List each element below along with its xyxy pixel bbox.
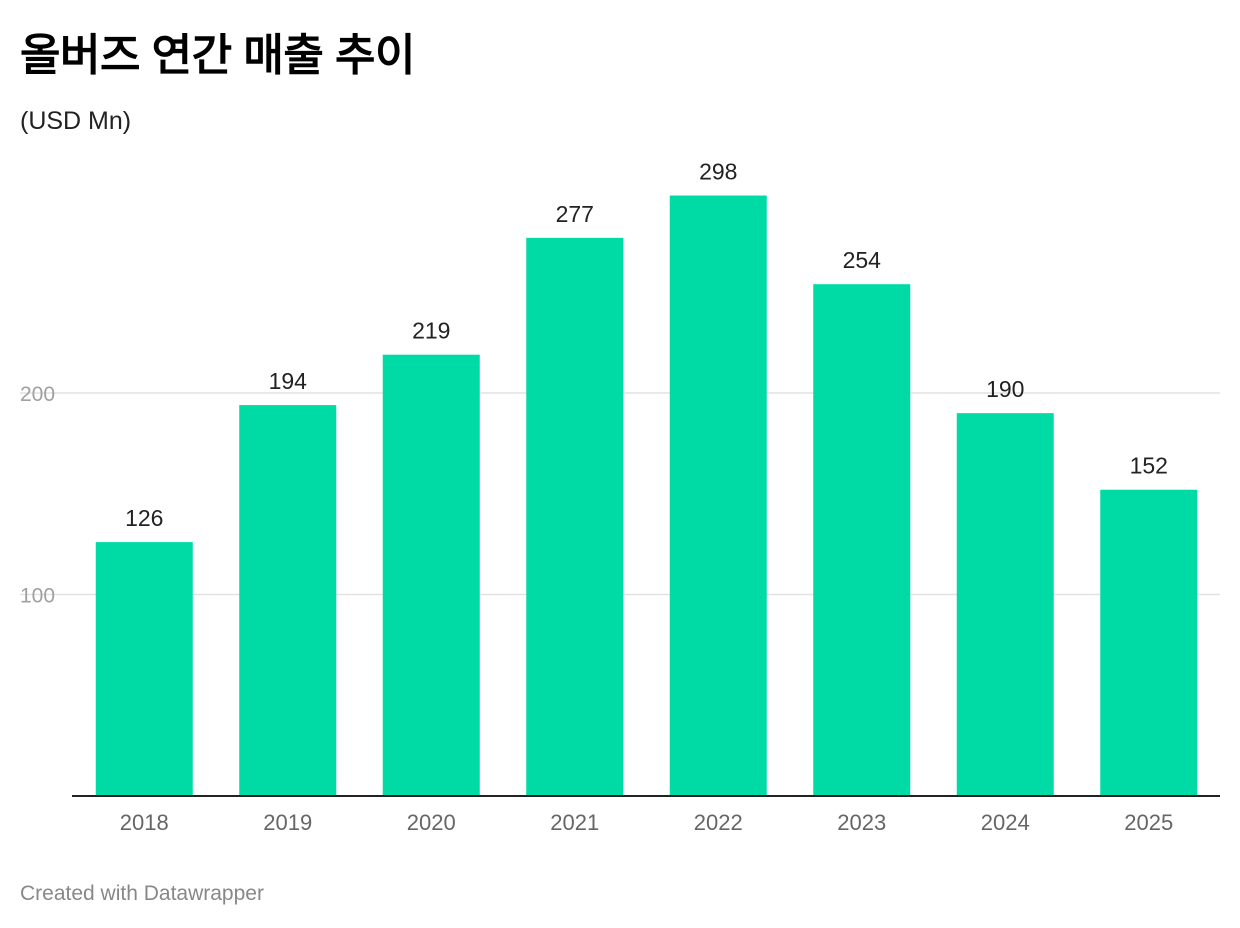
bar-2022 — [669, 195, 767, 796]
x-tick-label-2022: 2022 — [694, 810, 743, 835]
y-tick-label-200: 200 — [20, 383, 55, 406]
footer-credit: Created with Datawrapper — [20, 882, 264, 905]
bar-2023 — [813, 284, 911, 796]
bar-2020 — [382, 354, 480, 796]
bar-2018 — [95, 542, 193, 796]
chart-subtitle: (USD Mn) — [20, 107, 132, 135]
x-tick-label-2020: 2020 — [407, 810, 456, 835]
data-label-2024: 190 — [986, 376, 1024, 402]
bar-2025 — [1100, 489, 1198, 796]
data-label-2025: 152 — [1130, 453, 1168, 479]
x-tick-label-2019: 2019 — [263, 810, 312, 835]
data-label-2023: 254 — [843, 247, 882, 273]
bars — [95, 195, 1198, 797]
bar-2024 — [956, 413, 1054, 796]
x-tick-label-2018: 2018 — [120, 810, 169, 835]
data-labels: 126 194 219 277 298 254 190 152 — [125, 159, 1168, 532]
data-label-2019: 194 — [269, 368, 308, 394]
data-label-2020: 219 — [412, 318, 450, 344]
data-label-2022: 298 — [699, 159, 737, 185]
bar-2021 — [526, 237, 624, 797]
x-tick-label-2021: 2021 — [550, 810, 599, 835]
chart-title: 올버즈 연간 매출 추이 — [20, 31, 416, 80]
data-label-2021: 277 — [556, 201, 594, 227]
data-label-2018: 126 — [125, 505, 163, 531]
x-axis-labels: 2018 2019 2020 2021 2022 2023 2024 2025 — [120, 810, 1173, 835]
x-tick-label-2025: 2025 — [1124, 810, 1173, 835]
bar-2019 — [239, 405, 337, 796]
y-axis-ticks: 100 200 — [20, 383, 55, 608]
x-tick-label-2024: 2024 — [981, 810, 1030, 835]
y-tick-label-100: 100 — [20, 585, 55, 608]
x-tick-label-2023: 2023 — [837, 810, 886, 835]
